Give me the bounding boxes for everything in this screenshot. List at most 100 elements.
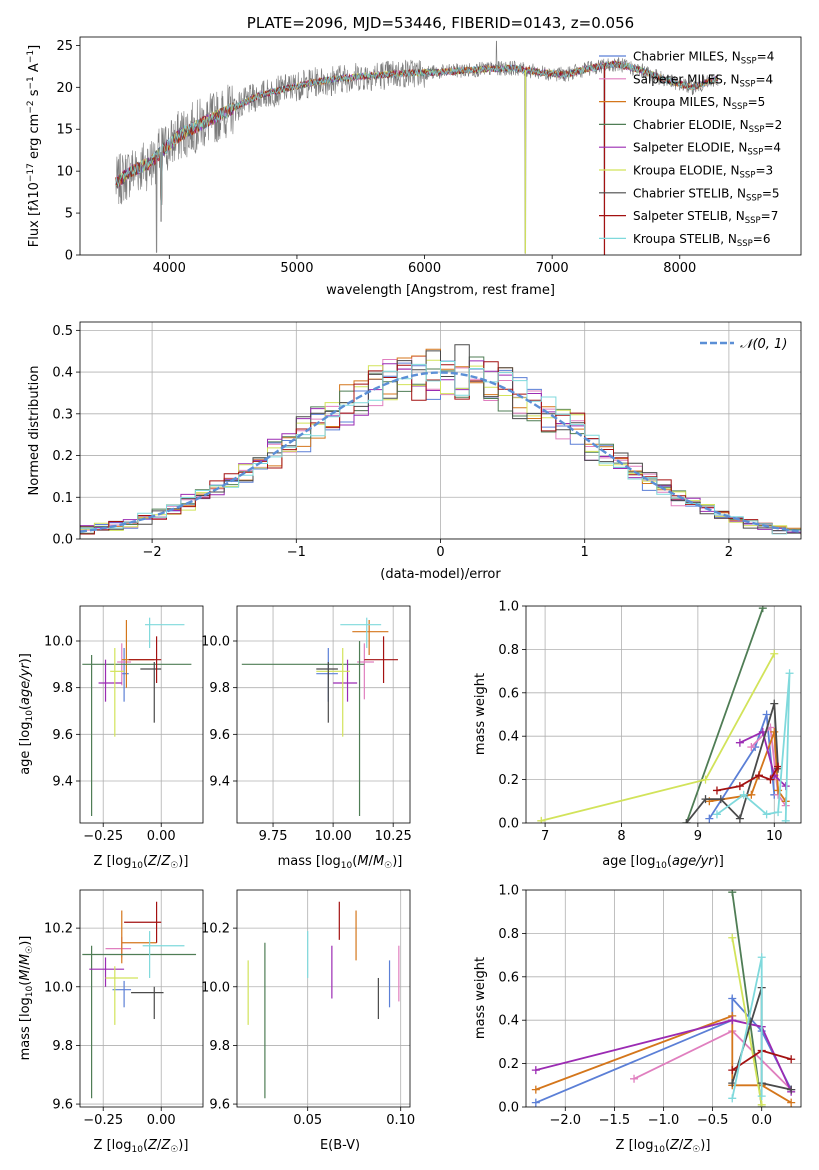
weight-point-kroupa-elodie (701, 775, 710, 784)
weight-point-salpeter-stelib (787, 1055, 796, 1064)
panel-0: 4000 5000 6000 7000 8000 0 5 10 15 20 25 (56, 36, 802, 276)
x-tick-label: −2.0 (549, 1113, 581, 1128)
panel-2-xlabel: Z [log10​(Z/Z☉​)] (94, 854, 189, 871)
weight-point-chabrier-elodie (728, 890, 737, 897)
x-tick-label: 0.0 (751, 1113, 772, 1128)
axes-frame (236, 605, 411, 824)
panel-5-xlabel: Z [log10​(Z/Z☉​)] (94, 1138, 189, 1155)
y-tick-label: 10.0 (44, 980, 73, 995)
legend-label-kroupa-miles: Kroupa MILES, NSSP=5 (633, 95, 765, 112)
axes-frame (525, 605, 802, 824)
data-layer (82, 617, 192, 816)
x-tick-label: −0.5 (697, 1113, 729, 1128)
weight-point-kroupa-elodie (770, 649, 779, 658)
y-tick-label: 10.0 (201, 635, 230, 650)
weight-point-chabrier-stelib (701, 795, 710, 804)
x-tick-label: 9.75 (259, 829, 288, 844)
x-tick-label: 7000 (536, 261, 569, 276)
plot-area (237, 606, 410, 823)
grid (80, 606, 203, 823)
weight-point-kroupa-elodie (728, 933, 737, 942)
y-tick-label: 9.8 (52, 1039, 73, 1054)
y-tick-label: 15 (56, 123, 73, 138)
x-tick-label: 0.05 (293, 1113, 322, 1128)
grid (237, 890, 410, 1107)
model-spectrum-kroupa-stelib (115, 61, 718, 206)
y-tick-label: 5 (65, 207, 73, 222)
data-layer (82, 901, 197, 1099)
ticks: 7 8 9 10 0.0 0.2 0.4 0.6 0.8 1.0 (498, 600, 782, 845)
y-tick-label: 10.0 (44, 635, 73, 650)
weight-point-kroupa-elodie (757, 1100, 766, 1107)
x-tick-label: 10.25 (375, 829, 412, 844)
weight-point-salpeter-stelib (735, 782, 744, 791)
spectrum-title: PLATE=2096, MJD=53446, FIBERID=0143, z=0… (247, 14, 634, 32)
x-tick-label: 10.00 (315, 829, 352, 844)
weight-point-salpeter-stelib (712, 786, 721, 795)
panel-5: −0.25 0.00 9.6 9.8 10.0 10.2 (44, 889, 204, 1128)
y-tick-label: 0.8 (498, 927, 519, 942)
y-tick-label: 10.2 (44, 922, 73, 937)
weight-point-kroupa-stelib (785, 669, 794, 678)
y-tick-label: 0.5 (52, 324, 73, 339)
weight-line-chabrier-elodie (731, 892, 763, 1107)
plot-area (115, 40, 719, 255)
legend-label-salpeter-stelib: Salpeter STELIB, NSSP=7 (633, 209, 778, 226)
weight-line-kroupa-stelib (716, 673, 791, 821)
legend-label-chabrier-stelib: Chabrier STELIB, NSSP=5 (633, 186, 780, 203)
y-tick-label: 0.1 (52, 491, 73, 506)
weight-point-chabrier-miles (531, 1098, 540, 1107)
y-tick-label: 0.6 (498, 686, 519, 701)
ticks: 9.75 10.00 10.25 9.4 9.6 9.8 10.0 (201, 635, 412, 845)
plot-area (237, 890, 410, 1107)
weight-line-chabrier-stelib (685, 703, 779, 823)
weight-point-salpeter-elodie (728, 1016, 737, 1025)
x-tick-label: 4000 (153, 261, 186, 276)
weight-line-kroupa-elodie (731, 937, 763, 1105)
y-tick-label: 0.2 (498, 773, 519, 788)
panel-7-xlabel: Z [log10​(Z/Z☉​)] (616, 1138, 711, 1155)
x-tick-label: 1 (581, 545, 589, 560)
panel-5-ylabel: mass [log10​(M/M☉​)] (18, 936, 35, 1061)
weight-point-kroupa-miles (531, 1085, 540, 1094)
weight-point-kroupa-stelib (739, 790, 748, 799)
weight-point-kroupa-stelib (728, 1094, 737, 1103)
plot-area (526, 606, 801, 823)
y-tick-label: 1.0 (498, 884, 519, 899)
y-tick-label: 0.4 (498, 1014, 519, 1029)
weight-point-kroupa-elodie (537, 816, 546, 823)
weight-point-chabrier-stelib (735, 814, 744, 823)
panel-7: −2.0 −1.5 −1.0 −0.5 0.0 0.0 0.2 0.4 0.6 0.8 1.0 (498, 884, 802, 1128)
weight-point-kroupa-stelib (757, 953, 766, 962)
ticks: 4000 5000 6000 7000 8000 0 5 10 15 20 25 (56, 39, 696, 276)
residual-histogram-kroupa-stelib (80, 361, 801, 535)
axes-frame (79, 36, 802, 256)
plot-area (526, 890, 801, 1107)
y-tick-label: 9.6 (52, 1098, 73, 1113)
data-layer (247, 901, 400, 1099)
legend-label-normal: 𝒩(0, 1) (740, 337, 787, 352)
normal-curve (80, 371, 801, 533)
y-tick-label: 9.4 (209, 775, 230, 790)
y-tick-label: 10.2 (201, 922, 230, 937)
weight-point-salpeter-stelib (766, 775, 775, 784)
weight-point-salpeter-stelib (774, 762, 783, 771)
panel-5-ylabel-text: mass [log10​(M/M☉​)] (18, 936, 35, 1061)
x-tick-label: 5000 (280, 261, 313, 276)
weight-line-salpeter-miles (750, 725, 787, 807)
plot-area (80, 890, 203, 1107)
weight-point-kroupa-stelib (757, 1092, 766, 1101)
y-tick-label: 0 (65, 249, 73, 264)
weight-line-chabrier-miles (708, 714, 776, 820)
y-tick-label: 20 (56, 81, 73, 96)
weight-point-chabrier-miles (762, 710, 771, 719)
legend-label-salpeter-miles: Salpeter MILES, NSSP=4 (633, 72, 773, 89)
weight-point-chabrier-stelib (770, 699, 779, 708)
histogram-ylabel: Normed distribution (27, 366, 42, 496)
panel-3-xlabel: mass [log10​(M/M☉​)] (278, 854, 403, 871)
y-tick-label: 0.8 (498, 643, 519, 658)
y-tick-label: 0.0 (498, 1101, 519, 1116)
y-tick-label: 0.3 (52, 407, 73, 422)
y-tick-label: 0.6 (498, 970, 519, 985)
weight-point-salpeter-stelib (754, 771, 763, 780)
